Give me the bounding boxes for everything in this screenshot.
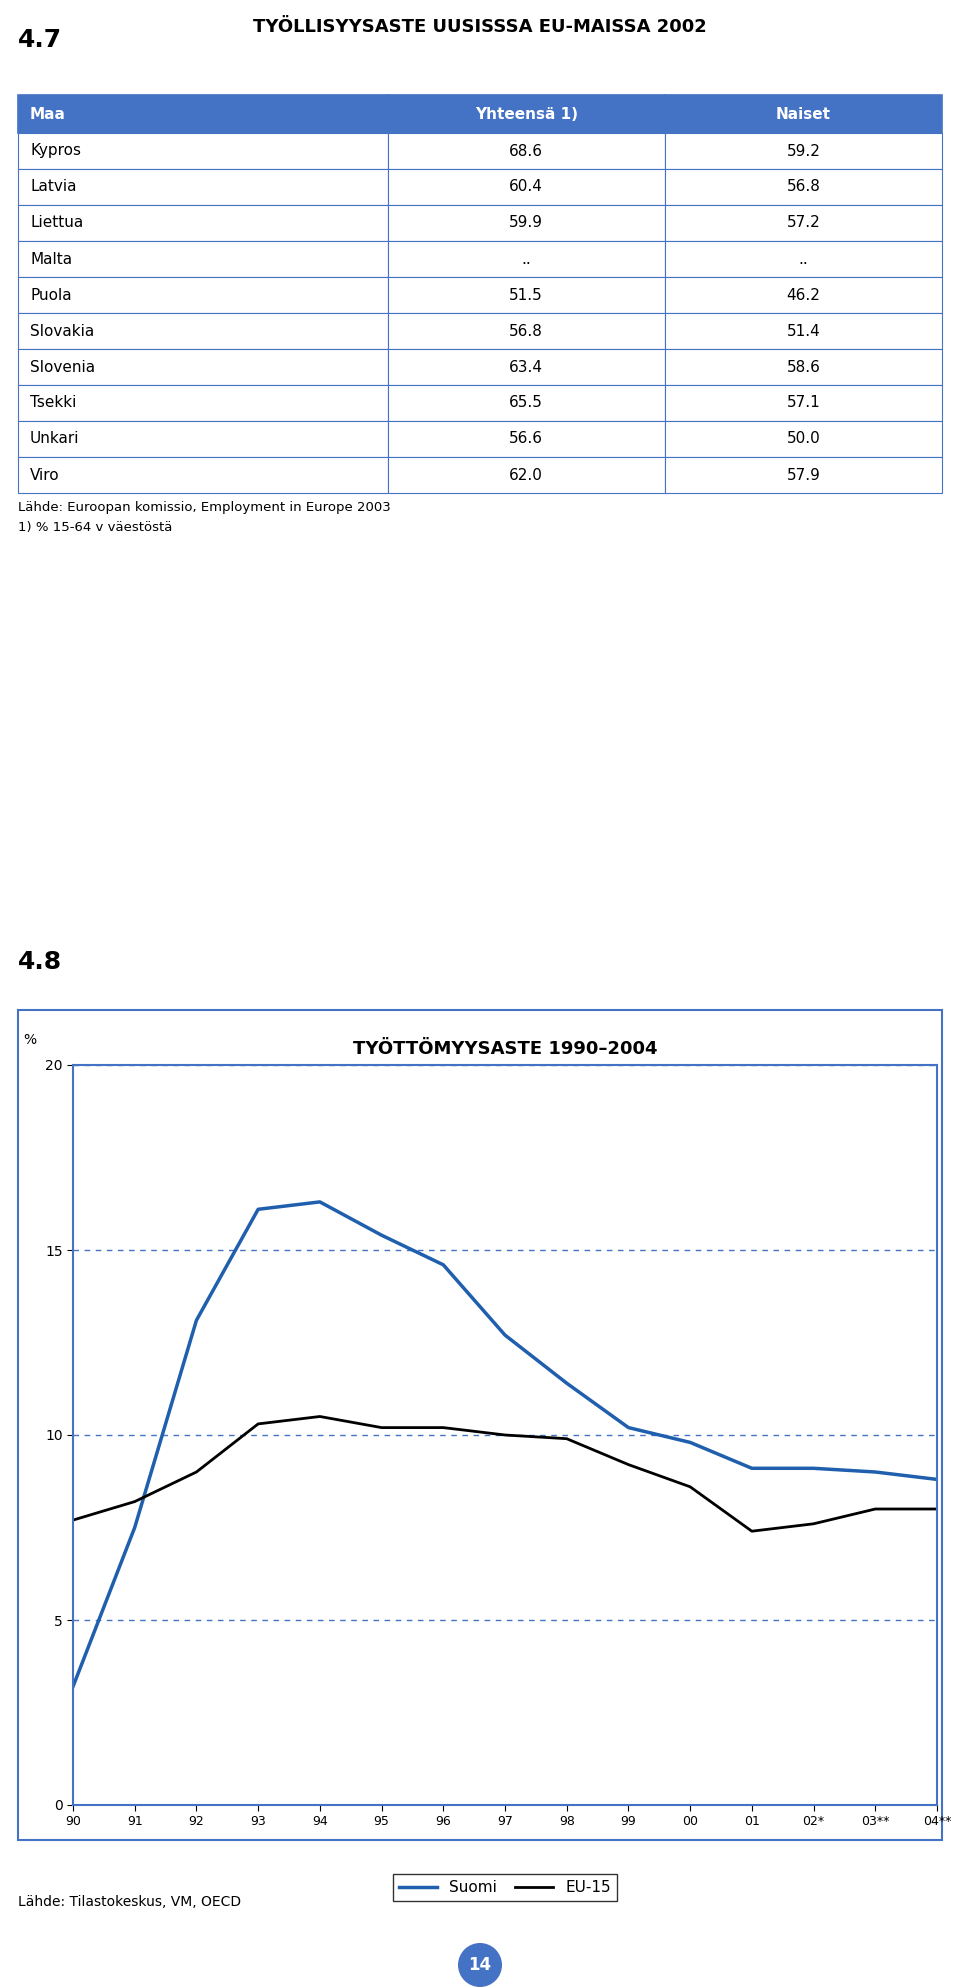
- Bar: [18, 312, 388, 350]
- Legend: Suomi, EU-15: Suomi, EU-15: [393, 1875, 617, 1901]
- Text: 68.6: 68.6: [509, 143, 543, 159]
- Text: Slovakia: Slovakia: [30, 324, 94, 338]
- Bar: [388, 95, 664, 133]
- Text: 57.1: 57.1: [786, 396, 820, 410]
- Text: 51.4: 51.4: [786, 324, 820, 338]
- Bar: [388, 312, 664, 350]
- Bar: [18, 133, 388, 169]
- Text: 59.9: 59.9: [509, 215, 543, 231]
- Text: 1) % 15-64 v väestöstä: 1) % 15-64 v väestöstä: [18, 521, 173, 535]
- Bar: [18, 276, 388, 312]
- Bar: [664, 276, 942, 312]
- Bar: [664, 386, 942, 421]
- Bar: [18, 241, 388, 276]
- Text: 4.7: 4.7: [18, 28, 62, 52]
- Bar: [18, 421, 388, 457]
- Text: Puola: Puola: [30, 288, 72, 302]
- Bar: [664, 169, 942, 205]
- Text: Liettua: Liettua: [30, 215, 84, 231]
- Bar: [18, 169, 388, 205]
- Text: %: %: [24, 1032, 36, 1046]
- Text: 65.5: 65.5: [509, 396, 543, 410]
- Text: 57.9: 57.9: [786, 467, 821, 483]
- Circle shape: [458, 1942, 502, 1986]
- Text: Kypros: Kypros: [30, 143, 81, 159]
- Text: Malta: Malta: [30, 252, 72, 266]
- Bar: [18, 386, 388, 421]
- Text: ..: ..: [799, 252, 808, 266]
- Text: Naiset: Naiset: [776, 107, 831, 121]
- Text: 56.8: 56.8: [509, 324, 543, 338]
- Bar: [18, 457, 388, 493]
- Bar: [664, 95, 942, 133]
- Text: 58.6: 58.6: [786, 360, 821, 374]
- Text: 56.6: 56.6: [509, 431, 543, 447]
- Text: Slovenia: Slovenia: [30, 360, 95, 374]
- Bar: [388, 169, 664, 205]
- Text: Unkari: Unkari: [30, 431, 80, 447]
- Bar: [664, 133, 942, 169]
- Text: Tsekki: Tsekki: [30, 396, 77, 410]
- Text: 59.2: 59.2: [786, 143, 821, 159]
- Text: 50.0: 50.0: [786, 431, 820, 447]
- Bar: [664, 457, 942, 493]
- Text: 14: 14: [468, 1956, 492, 1974]
- Bar: [664, 350, 942, 386]
- Bar: [388, 421, 664, 457]
- Text: 4.8: 4.8: [18, 950, 62, 974]
- Bar: [664, 312, 942, 350]
- Bar: [18, 350, 388, 386]
- Text: Lähde: Euroopan komissio, Employment in Europe 2003: Lähde: Euroopan komissio, Employment in …: [18, 501, 391, 515]
- Bar: [388, 386, 664, 421]
- Text: Latvia: Latvia: [30, 179, 77, 195]
- Bar: [664, 421, 942, 457]
- Text: 51.5: 51.5: [510, 288, 543, 302]
- Text: Viro: Viro: [30, 467, 60, 483]
- Text: 63.4: 63.4: [509, 360, 543, 374]
- Bar: [664, 241, 942, 276]
- Bar: [388, 276, 664, 312]
- Bar: [388, 457, 664, 493]
- Bar: [18, 205, 388, 241]
- Title: TYÖTTÖMYYSASTE 1990–2004: TYÖTTÖMYYSASTE 1990–2004: [352, 1040, 658, 1058]
- Text: Yhteensä 1): Yhteensä 1): [474, 107, 578, 121]
- Text: ..: ..: [521, 252, 531, 266]
- Text: TYÖLLISYYSASTE UUSISSSA EU-MAISSA 2002: TYÖLLISYYSASTE UUSISSSA EU-MAISSA 2002: [253, 18, 707, 36]
- Text: 62.0: 62.0: [509, 467, 543, 483]
- Text: 56.8: 56.8: [786, 179, 821, 195]
- Bar: [388, 133, 664, 169]
- Text: Lähde: Tilastokeskus, VM, OECD: Lähde: Tilastokeskus, VM, OECD: [18, 1895, 241, 1908]
- Bar: [18, 95, 388, 133]
- Text: 60.4: 60.4: [509, 179, 543, 195]
- Bar: [388, 241, 664, 276]
- Bar: [388, 350, 664, 386]
- Text: 46.2: 46.2: [786, 288, 821, 302]
- Bar: [664, 205, 942, 241]
- Bar: [18, 1010, 942, 1841]
- Text: 57.2: 57.2: [786, 215, 820, 231]
- Bar: [388, 205, 664, 241]
- Text: Maa: Maa: [30, 107, 66, 121]
